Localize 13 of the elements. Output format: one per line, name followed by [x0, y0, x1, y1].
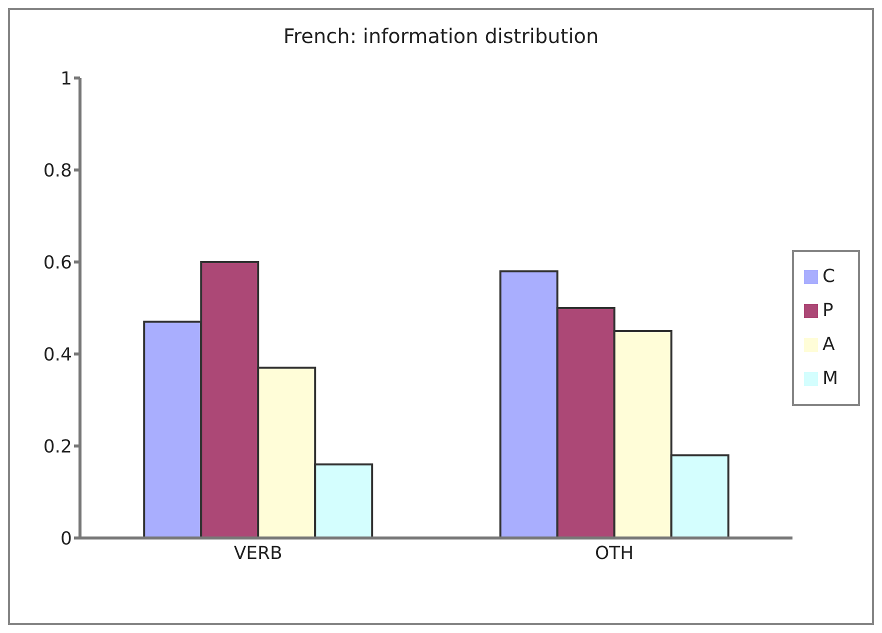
legend-label: A: [822, 334, 835, 355]
legend-label: M: [822, 368, 838, 389]
y-tick-label: 0.2: [43, 436, 72, 458]
y-tick-label: 0: [60, 528, 72, 550]
x-tick-label: VERB: [234, 542, 282, 564]
y-tick-label: 1: [60, 68, 72, 90]
chart-title: French: information distribution: [282, 24, 600, 48]
legend-label: C: [822, 266, 836, 287]
legend-label: P: [822, 300, 834, 321]
y-tick-label: 0.8: [43, 160, 72, 182]
x-tick-label: OTH: [595, 542, 634, 564]
y-tick-label: 0.4: [43, 344, 72, 366]
y-tick-label: 0.6: [43, 252, 72, 274]
